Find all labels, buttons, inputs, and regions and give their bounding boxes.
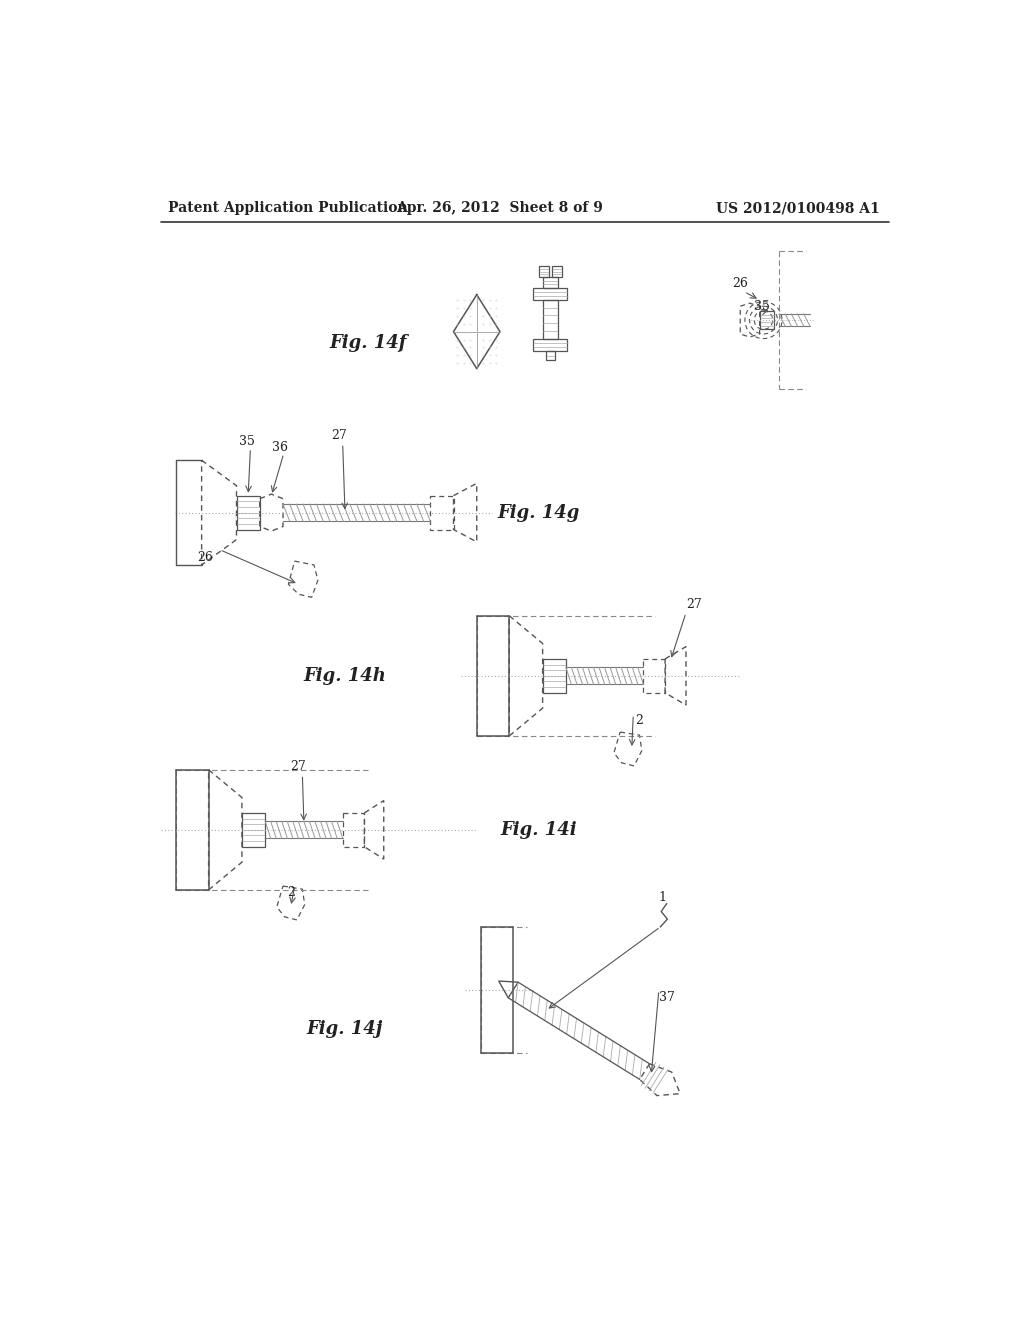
Text: 35: 35	[754, 300, 770, 313]
Text: US 2012/0100498 A1: US 2012/0100498 A1	[716, 202, 880, 215]
Text: 27: 27	[291, 760, 306, 774]
Bar	[552, 267, 562, 277]
Bar	[543, 277, 558, 288]
Text: 1: 1	[658, 891, 667, 904]
Bar	[539, 267, 549, 277]
Text: 26: 26	[198, 550, 213, 564]
Bar	[534, 288, 567, 300]
Text: Fig. 14f: Fig. 14f	[330, 334, 407, 352]
Text: Apr. 26, 2012  Sheet 8 of 9: Apr. 26, 2012 Sheet 8 of 9	[396, 202, 603, 215]
Text: 2: 2	[636, 714, 643, 727]
Bar	[543, 659, 566, 693]
Bar	[761, 312, 774, 330]
Bar	[242, 813, 265, 847]
Bar	[534, 339, 567, 351]
Text: 2: 2	[287, 886, 295, 899]
Text: 36: 36	[272, 441, 288, 454]
Bar	[237, 496, 260, 529]
Text: Fig. 14i: Fig. 14i	[501, 821, 578, 838]
Text: 27: 27	[686, 598, 701, 611]
Text: Patent Application Publication: Patent Application Publication	[168, 202, 408, 215]
Bar	[430, 496, 454, 529]
Text: 37: 37	[658, 991, 675, 1005]
Bar	[343, 813, 365, 847]
Text: 35: 35	[239, 436, 255, 449]
Bar	[543, 300, 558, 339]
Text: 27: 27	[331, 429, 347, 442]
Text: Fig. 14h: Fig. 14h	[303, 667, 386, 685]
Text: Fig. 14j: Fig. 14j	[307, 1019, 383, 1038]
Text: 26: 26	[732, 277, 749, 290]
Text: Fig. 14g: Fig. 14g	[498, 504, 580, 521]
Bar	[546, 351, 555, 360]
Bar	[643, 659, 665, 693]
